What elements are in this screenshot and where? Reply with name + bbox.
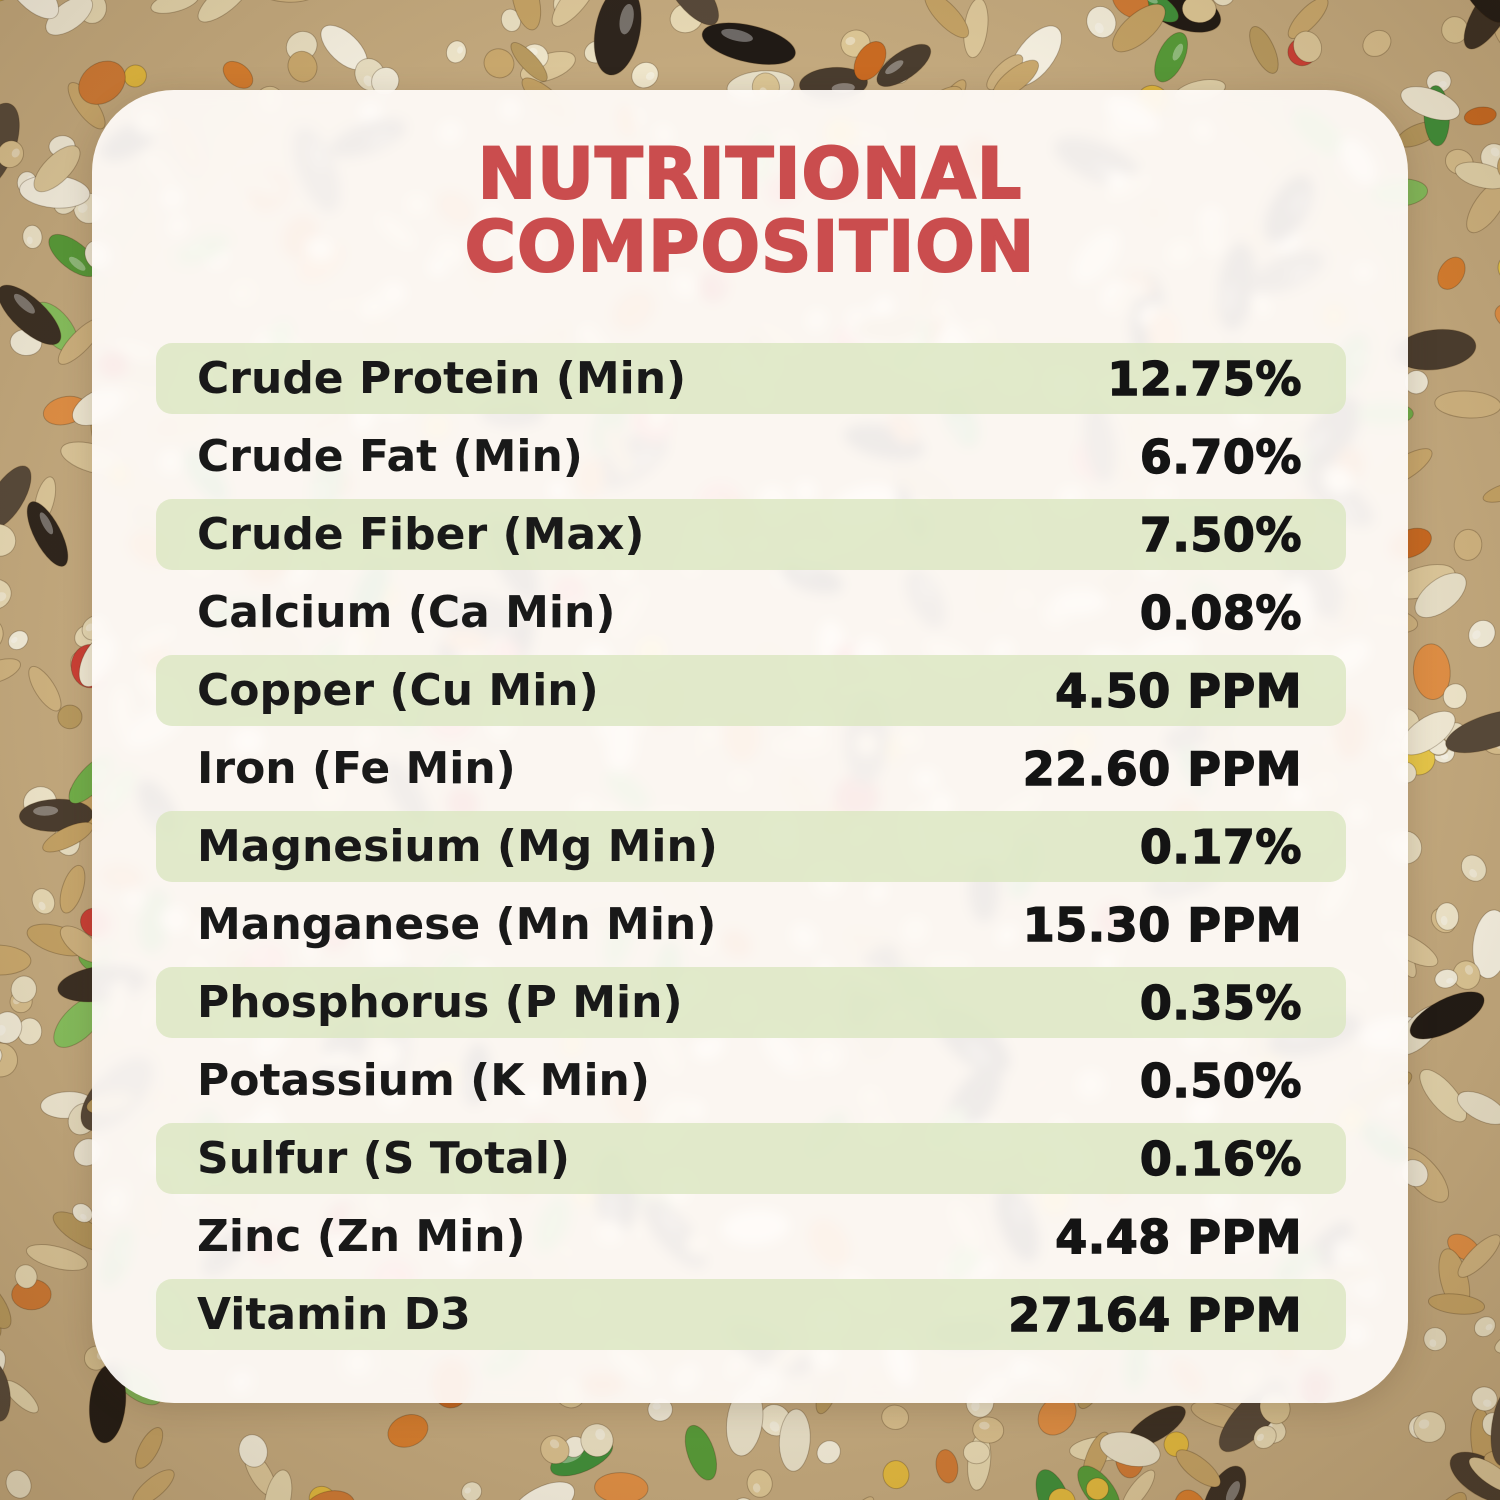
table-row: Vitamin D3 27164 PPM xyxy=(156,1279,1346,1350)
nutrient-value: 15.30 PPM xyxy=(1022,897,1302,952)
nutrient-label: Potassium (K Min) xyxy=(197,1055,650,1106)
page-title: NUTRITIONAL COMPOSITION xyxy=(92,137,1408,285)
table-row: Manganese (Mn Min) 15.30 PPM xyxy=(156,889,1346,960)
table-row: Potassium (K Min) 0.50% xyxy=(156,1045,1346,1116)
nutrient-label: Magnesium (Mg Min) xyxy=(197,821,718,872)
nutrient-label: Copper (Cu Min) xyxy=(197,665,599,716)
table-row: Sulfur (S Total) 0.16% xyxy=(156,1123,1346,1194)
nutrient-value: 0.50% xyxy=(1139,1053,1302,1108)
table-row: Crude Protein (Min) 12.75% xyxy=(156,343,1346,414)
nutrient-value: 0.17% xyxy=(1139,819,1302,874)
nutrient-value: 6.70% xyxy=(1139,429,1302,484)
table-row: Iron (Fe Min) 22.60 PPM xyxy=(156,733,1346,804)
nutrient-label: Phosphorus (P Min) xyxy=(197,977,683,1028)
nutrient-value: 0.08% xyxy=(1139,585,1302,640)
nutrient-label: Crude Protein (Min) xyxy=(197,353,687,404)
table-row: Phosphorus (P Min) 0.35% xyxy=(156,967,1346,1038)
nutrition-card: NUTRITIONAL COMPOSITION Crude Protein (M… xyxy=(92,90,1408,1403)
table-row: Calcium (Ca Min) 0.08% xyxy=(156,577,1346,648)
nutrient-label: Zinc (Zn Min) xyxy=(197,1211,526,1262)
title-line-1: NUTRITIONAL xyxy=(477,133,1023,215)
nutrient-label: Iron (Fe Min) xyxy=(197,743,516,794)
nutrient-value: 0.16% xyxy=(1139,1131,1302,1186)
nutrient-label: Crude Fiber (Max) xyxy=(197,509,645,560)
nutrient-value: 0.35% xyxy=(1139,975,1302,1030)
nutrient-value: 4.50 PPM xyxy=(1055,663,1303,718)
table-row: Zinc (Zn Min) 4.48 PPM xyxy=(156,1201,1346,1272)
title-line-2: COMPOSITION xyxy=(464,206,1036,288)
nutrient-label: Manganese (Mn Min) xyxy=(197,899,717,950)
nutrient-value: 27164 PPM xyxy=(1008,1287,1303,1342)
nutrient-value: 12.75% xyxy=(1107,351,1302,406)
nutrient-label: Crude Fat (Min) xyxy=(197,431,583,482)
table-row: Magnesium (Mg Min) 0.17% xyxy=(156,811,1346,882)
nutrient-label: Vitamin D3 xyxy=(197,1289,471,1340)
nutrient-label: Calcium (Ca Min) xyxy=(197,587,616,638)
nutrient-value: 22.60 PPM xyxy=(1022,741,1302,796)
nutrient-value: 7.50% xyxy=(1139,507,1302,562)
table-row: Crude Fiber (Max) 7.50% xyxy=(156,499,1346,570)
nutrient-value: 4.48 PPM xyxy=(1055,1209,1303,1264)
table-row: Copper (Cu Min) 4.50 PPM xyxy=(156,655,1346,726)
nutrition-table: Crude Protein (Min) 12.75% Crude Fat (Mi… xyxy=(156,343,1346,1357)
nutrient-label: Sulfur (S Total) xyxy=(197,1133,571,1184)
table-row: Crude Fat (Min) 6.70% xyxy=(156,421,1346,492)
